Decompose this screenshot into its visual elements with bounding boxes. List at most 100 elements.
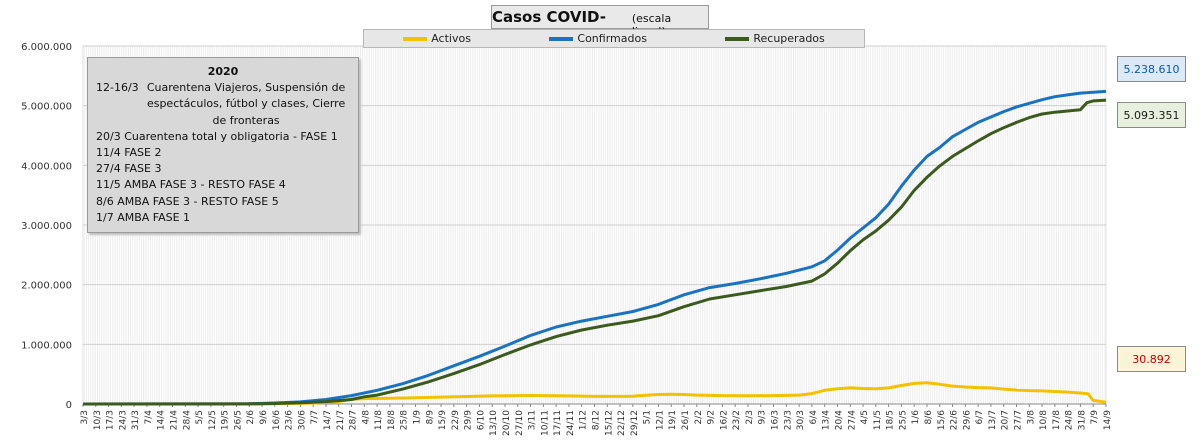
y-tick-label: 2.000.000: [21, 281, 72, 292]
y-axis: 0 1.000.000 2.000.000 3.000.000 4.000.000 5.0…: [21, 42, 72, 411]
annotation-date: 8/6: [96, 194, 114, 208]
y-tick-label: 0: [66, 400, 72, 411]
legend-item-confirmados: Confirmados: [549, 32, 647, 45]
x-tick-label: 24/8: [1065, 410, 1075, 430]
x-tick-label: 28/4: [182, 410, 192, 430]
x-tick-label: 19/1: [668, 410, 678, 430]
x-tick-label: 2/6: [246, 410, 256, 425]
annotation-text: AMBA FASE 1: [117, 210, 191, 224]
y-tick-label: 3.000.000: [21, 221, 72, 232]
x-tick-label: 27/7: [1013, 410, 1023, 430]
annotation-date: 1/7: [96, 210, 114, 224]
x-tick-label: 8/6: [924, 410, 934, 425]
legend-swatch-recuperados: [725, 36, 750, 41]
x-tick-label: 12/5: [208, 410, 218, 430]
x-tick-label: 13/10: [489, 410, 499, 436]
x-tick-label: 3/8: [1026, 410, 1036, 425]
legend-swatch-confirmados: [549, 36, 574, 41]
y-tick-label: 5.000.000: [21, 102, 72, 113]
legend-label-recuperados: Recuperados: [753, 32, 825, 45]
annotation-item: 20/3 Cuarentena total y obligatoria - FA…: [96, 129, 350, 145]
annotation-text: Cuarentena Viajeros, Suspensión de espec…: [146, 81, 346, 127]
x-tick-label: 23/2: [732, 410, 742, 430]
annotation-box: 2020 12-16/3 Cuarentena Viajeros, Suspen…: [87, 57, 359, 233]
x-tick-label: 12/1: [655, 410, 665, 430]
x-tick-label: 31/8: [1077, 410, 1087, 430]
callout-recuperados: 5.093.351: [1117, 102, 1186, 128]
x-tick-label: 16/2: [719, 410, 729, 430]
x-tick-label: 17/11: [553, 410, 563, 436]
x-tick-label: 6/10: [476, 410, 486, 430]
series-line-confirmados: [82, 89, 1107, 406]
x-tick-label: 24/11: [566, 410, 576, 436]
x-tick-label: 15/6: [937, 410, 947, 430]
x-tick-label: 30/6: [297, 410, 307, 430]
x-tick-label: 22/6: [950, 410, 960, 430]
x-tick-label: 16/6: [272, 410, 282, 430]
x-tick-label: 18/5: [886, 410, 896, 430]
legend-label-confirmados: Confirmados: [577, 32, 647, 45]
annotation-text: FASE 2: [124, 146, 162, 160]
x-tick-label: 11/8: [374, 410, 384, 430]
x-tick-label: 1/9: [412, 410, 422, 425]
x-tick-label: 23/6: [285, 410, 295, 430]
x-tick-label: 8/12: [592, 410, 602, 430]
x-tick-label: 29/6: [962, 410, 972, 430]
x-tick-label: 25/5: [898, 410, 908, 430]
legend-swatch-activos: [403, 36, 428, 41]
annotation-item: 1/7 AMBA FASE 1: [96, 210, 350, 226]
annotation-date: 12-16/3: [96, 81, 139, 95]
x-tick-label: 11/5: [873, 410, 883, 430]
y-tick-label: 6.000.000: [21, 42, 72, 53]
x-tick-label: 18/8: [387, 410, 397, 430]
annotation-text: AMBA FASE 3 - RESTO FASE 4: [124, 178, 286, 192]
x-tick-label: 3/3: [80, 410, 90, 424]
x-tick-label: 10/3: [93, 410, 103, 430]
x-tick-label: 31/3: [131, 410, 141, 430]
x-tick-label: 23/3: [783, 410, 793, 430]
x-tick-label: 8/9: [425, 410, 435, 425]
annotation-text: FASE 3: [124, 162, 162, 176]
series-line-activos: [82, 381, 1107, 406]
callout-confirmados: 5.238.610: [1117, 56, 1186, 82]
x-tick-label: 6/7: [975, 410, 985, 424]
x-tick-label: 26/1: [681, 410, 691, 430]
x-tick-label: 27/4: [847, 410, 857, 430]
x-tick-label: 19/5: [221, 410, 231, 430]
x-tick-label: 1/12: [579, 410, 589, 430]
x-tick-label: 24/3: [118, 410, 128, 430]
x-tick-label: 2/3: [745, 410, 755, 424]
x-tick-label: 14/4: [157, 410, 167, 430]
x-tick-label: 10/8: [1039, 410, 1049, 430]
x-axis: 3/3 10/3 17/3 24/3 31/3 7/4 14/4 21/4 28/4 5/5 12/…: [80, 403, 1113, 436]
x-tick-label: 3/11: [528, 410, 538, 430]
annotation-item: 12-16/3 Cuarentena Viajeros, Suspensión …: [96, 80, 350, 129]
annotation-date: 20/3: [96, 129, 121, 143]
series-layer: [82, 89, 1107, 406]
x-tick-label: 9/2: [707, 410, 717, 424]
legend-item-recuperados: Recuperados: [725, 32, 825, 45]
x-tick-label: 7/7: [310, 410, 320, 424]
x-tick-label: 15/9: [438, 410, 448, 430]
x-tick-label: 9/3: [758, 410, 768, 424]
x-tick-label: 9/6: [259, 410, 269, 425]
x-tick-label: 2/2: [694, 410, 704, 424]
annotation-item: 27/4 FASE 3: [96, 161, 350, 177]
x-tick-label: 16/3: [771, 410, 781, 430]
x-tick-label: 20/7: [1001, 410, 1011, 430]
x-tick-label: 21/7: [336, 410, 346, 430]
x-tick-label: 17/8: [1052, 410, 1062, 430]
x-tick-label: 29/9: [464, 410, 474, 430]
x-tick-label: 10/11: [540, 410, 550, 436]
series-line-recuperados: [82, 98, 1107, 406]
chart-title-box: Casos COVID-19 (escala lineal): [491, 5, 709, 44]
x-tick-label: 21/4: [170, 410, 180, 430]
annotation-item: 8/6 AMBA FASE 3 - RESTO FASE 5: [96, 194, 350, 210]
x-tick-label: 4/5: [860, 410, 870, 424]
annotation-text: Cuarentena total y obligatoria - FASE 1: [124, 129, 338, 143]
x-tick-label: 7/9: [1090, 410, 1100, 425]
x-tick-label: 30/3: [796, 410, 806, 430]
callout-activos: 30.892: [1117, 346, 1186, 372]
x-tick-label: 5/1: [643, 410, 653, 424]
